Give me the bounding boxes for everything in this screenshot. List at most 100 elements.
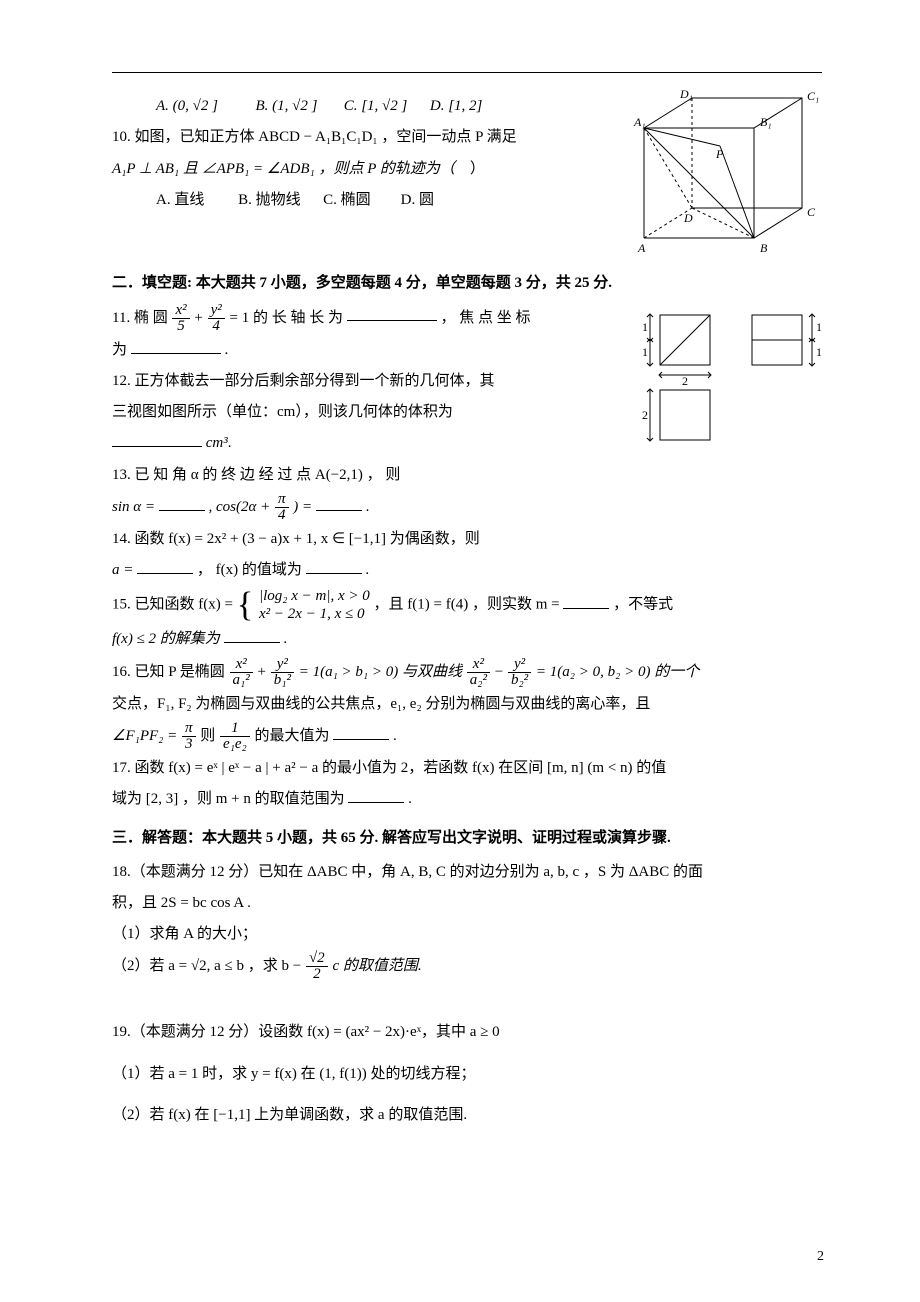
q11-f2n: y²: [208, 303, 225, 318]
svg-text:1: 1: [816, 345, 822, 359]
q19-p2: （2）若 f(x) 在 [−1,1] 上为单调函数，求 a 的取值范围.: [112, 1101, 822, 1130]
blank-q11b: [131, 339, 221, 354]
q13-a: sin α =: [112, 499, 159, 515]
q10-line2-pre: A₁P ⊥ AB₁ 且 ∠APB₁ = ∠ADB₁ ，则点 P 的轨迹为（: [112, 161, 455, 177]
q17-l2: 域为 [2, 3] ，则 m + n 的取值范围为 .: [112, 785, 822, 814]
q16-mid2: = 1(a₂ > 0, b₂ > 0) 的一个: [536, 663, 699, 679]
q16-f3n: x²: [467, 657, 490, 672]
section2-title: 二．填空题: 本大题共 7 小题，多空题每题 4 分，单空题每题 3 分，共 2…: [112, 269, 822, 298]
q11-plus: +: [194, 309, 206, 325]
svg-text:1: 1: [816, 320, 822, 334]
q13-fd: 4: [275, 507, 289, 523]
q15-c1: |log₂ x − m|, x > 0: [259, 587, 370, 605]
q13-c: ) =: [293, 499, 316, 515]
q16-f3d: a₂²: [467, 672, 490, 688]
top-rule: [112, 72, 822, 73]
q11-mid: = 1 的 长 轴 长 为: [229, 309, 346, 325]
blank-q16: [333, 725, 389, 740]
blank-q12: [112, 433, 202, 448]
q12-l3-post: .: [228, 435, 232, 451]
lbl-D1: D₁: [679, 88, 693, 101]
view-dim-2b: 2: [642, 408, 648, 422]
q11-l2-post: .: [225, 342, 229, 358]
q16-f4d: b₂²: [508, 672, 531, 688]
blank-q13b: [316, 496, 362, 511]
q18-p1: （1）求角 A 的大小；: [112, 920, 822, 949]
q16-f4n: y²: [508, 657, 531, 672]
q16-l3a: ∠F₁PF₂ =: [112, 728, 181, 744]
q15-pre: 15. 已知函数 f(x) =: [112, 597, 237, 613]
q16-f5n: π: [182, 721, 196, 736]
q18-p2a: （2）若 a = √2, a ≤ b ，求 b −: [112, 958, 305, 974]
lbl-P: P: [715, 147, 724, 161]
lbl-B1: B₁: [760, 115, 772, 129]
q13-b: , cos(2α +: [209, 499, 275, 515]
q16-l2: 交点，F₁, F₂ 为椭圆与双曲线的公共焦点，e₁, e₂ 分别为椭圆与双曲线的…: [112, 690, 822, 719]
q16-l3b: 则: [200, 728, 219, 744]
q11-f2d: 4: [208, 318, 225, 334]
lbl-C: C: [807, 205, 816, 219]
q16-f1d: a₁²: [230, 672, 253, 688]
q15-mid: ，且 f(1) = f(4) ，则实数 m =: [374, 597, 564, 613]
q19-p1: （1）若 a = 1 时，求 y = f(x) 在 (1, f(1)) 处的切线…: [112, 1060, 822, 1089]
q14-l2: a = ， f(x) 的值域为 .: [112, 556, 822, 585]
q19-l1: 19.（本题满分 12 分）设函数 f(x) = (ax² − 2x)·eˣ，其…: [112, 1018, 822, 1047]
q16-f6d: e₁e₂: [220, 736, 250, 752]
lbl-A1: A₁: [633, 115, 646, 129]
q11-l2-pre: 为: [112, 342, 131, 358]
q16-l3d: .: [393, 728, 397, 744]
page-number: 2: [817, 1243, 824, 1270]
q14-b: ， f(x) 的值域为: [197, 562, 306, 578]
q16-l3c: 的最大值为: [255, 728, 334, 744]
q18-l2: 积，且 2S = bc cos A .: [112, 889, 822, 918]
q16-l3: ∠F₁PF₂ = π3 则 1e₁e₂ 的最大值为 .: [112, 721, 822, 752]
q14-c: .: [365, 562, 369, 578]
lbl-D: D: [683, 211, 693, 225]
q15: 15. 已知函数 f(x) = { |log₂ x − m|, x > 0 x²…: [112, 587, 822, 623]
svg-text:1: 1: [642, 345, 648, 359]
q16-f1n: x²: [230, 657, 253, 672]
q13-d: .: [366, 499, 370, 515]
blank-q11a: [347, 307, 437, 322]
q14-a: a =: [112, 562, 137, 578]
q17-l2a: 域为 [2, 3] ，则 m + n 的取值范围为: [112, 791, 348, 807]
blank-q14b: [306, 560, 362, 575]
q18-l1: 18.（本题满分 12 分）已知在 ΔABC 中，角 A, B, C 的对边分别…: [112, 858, 822, 887]
blank-q15a: [563, 594, 609, 609]
q15-l2a: f(x) ≤ 2 的解集为: [112, 631, 224, 647]
lbl-B: B: [760, 241, 768, 255]
q10-opt-B: B. 抛物线: [238, 192, 301, 208]
q18-fn: √2: [306, 951, 328, 966]
q16-f5d: 3: [182, 736, 196, 752]
q16-f6n: 1: [220, 721, 250, 736]
q13-l2: sin α = , cos(2α + π4 ) = .: [112, 492, 822, 523]
q10-opt-A: A. 直线: [156, 192, 204, 208]
q10-line2-post: ）: [470, 161, 485, 177]
q16-f2d: b₁²: [271, 672, 294, 688]
q16-mid1: = 1(a₁ > b₁ > 0) 与双曲线: [299, 663, 466, 679]
q13-fn: π: [275, 492, 289, 507]
q18-fd: 2: [306, 966, 328, 982]
page-body: A B C D A₁ B₁ C₁ D₁ P A. (0, √2 ] B. (1,…: [0, 0, 920, 1172]
svg-text:1: 1: [642, 320, 648, 334]
q17-l1: 17. 函数 f(x) = eˣ | eˣ − a | + a² − a 的最小…: [112, 754, 822, 783]
q17-l2b: .: [408, 791, 412, 807]
q18-p2b: c 的取值范围.: [332, 958, 421, 974]
q13-l1: 13. 已 知 角 α 的 终 边 经 过 点 A(−2,1) ， 则: [112, 461, 822, 490]
lbl-A: A: [637, 241, 646, 255]
q11-pre: 11. 椭 圆: [112, 309, 171, 325]
figure-cube: A B C D A₁ B₁ C₁ D₁ P: [632, 88, 822, 269]
q14-l1: 14. 函数 f(x) = 2x² + (3 − a)x + 1, x ∈ [−…: [112, 525, 822, 554]
q16-pre: 16. 已知 P 是椭圆: [112, 663, 229, 679]
q11-post: ， 焦 点 坐 标: [440, 309, 530, 325]
q9-opt-B: B. (1, √2 ]: [255, 98, 317, 114]
q9-opt-D: D. [1, 2]: [430, 98, 483, 114]
q15-post: ，不等式: [613, 597, 673, 613]
blank-q13a: [159, 496, 205, 511]
q15-l2b: .: [283, 631, 287, 647]
section3-title: 三．解答题：本大题共 5 小题，共 65 分. 解答应写出文字说明、证明过程或演…: [112, 824, 822, 853]
q9-opt-A: A. (0, √2 ]: [156, 98, 218, 114]
q9-opt-C: C. [1, √2 ]: [344, 98, 408, 114]
q15-l2: f(x) ≤ 2 的解集为 .: [112, 625, 822, 654]
q10-opt-D: D. 圆: [401, 192, 434, 208]
